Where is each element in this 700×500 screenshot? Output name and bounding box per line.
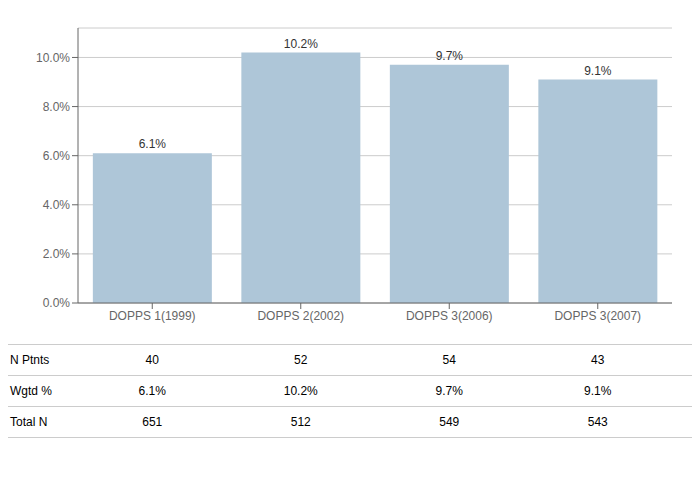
svg-text:10.2%: 10.2% [284,37,318,51]
html-text:6.1%: 6.1% [138,384,166,398]
html-text:Total N: Total N [10,415,48,429]
svg-text:6.1%: 6.1% [139,137,167,151]
html-text:543: 543 [587,415,608,429]
svg-text:9.1%: 9.1% [584,64,612,78]
html-text:9.1%: 9.1% [584,384,612,398]
svg-text:2.0%: 2.0% [43,247,71,261]
svg-text:DOPPS 2(2002): DOPPS 2(2002) [257,309,344,323]
html-text:512: 512 [290,415,311,429]
svg-text:DOPPS 1(1999): DOPPS 1(1999) [109,309,196,323]
svg-text:9.7%: 9.7% [436,49,464,63]
html-text:52: 52 [294,353,308,367]
html-text:54: 54 [442,353,456,367]
html-text:9.7%: 9.7% [435,384,463,398]
svg-text:6.0%: 6.0% [43,149,71,163]
html-text:10.2%: 10.2% [283,384,318,398]
html-text:N Ptnts: N Ptnts [10,353,50,367]
svg-text:10.0%: 10.0% [36,51,70,65]
html-text:Wgtd %: Wgtd % [10,384,52,398]
svg-text:4.0%: 4.0% [43,198,71,212]
svg-text:8.0%: 8.0% [43,100,71,114]
svg-text:0.0%: 0.0% [43,296,71,310]
html-text:651: 651 [142,415,163,429]
html-text:549: 549 [439,415,460,429]
html-text:40: 40 [145,353,159,367]
html-text:43: 43 [591,353,605,367]
svg-text:DOPPS 3(2006): DOPPS 3(2006) [406,309,493,323]
svg-text:DOPPS 3(2007): DOPPS 3(2007) [554,309,641,323]
